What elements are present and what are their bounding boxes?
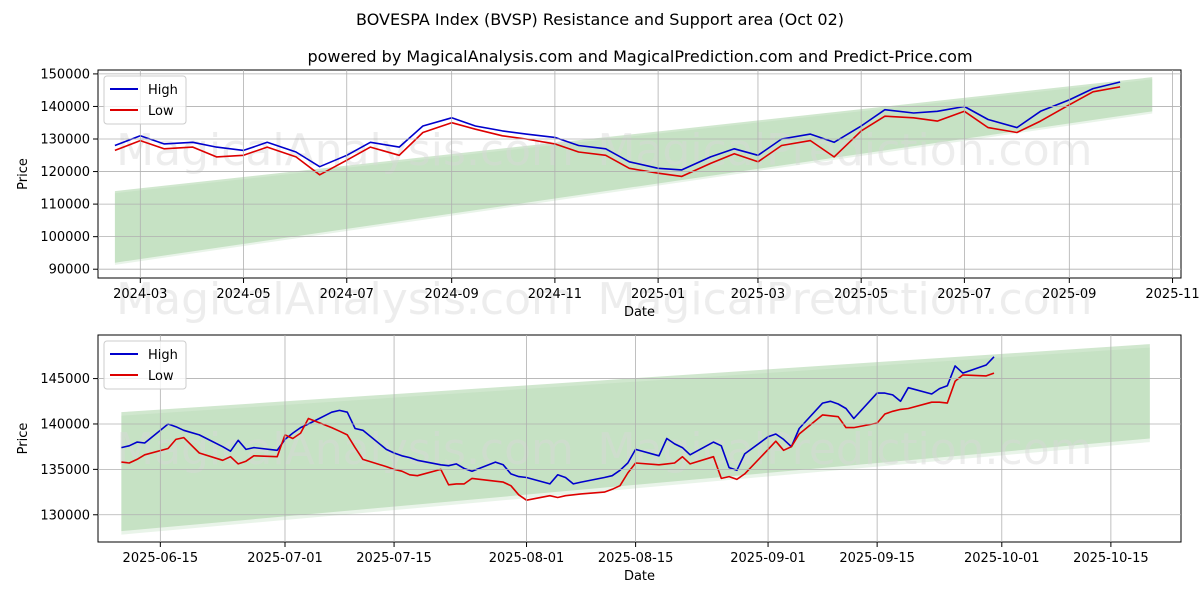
- price-lines-group: [121, 356, 995, 501]
- watermark-right: MagicalPrediction.com: [598, 125, 1093, 176]
- watermark-right: MagicalPrediction.com: [598, 424, 1093, 475]
- x-tick-label: 2025-09: [1042, 287, 1096, 302]
- x-tick-label: 2024-03: [113, 287, 167, 302]
- series-line-low: [121, 372, 995, 501]
- watermark-right-lower: MagicalPrediction.com: [598, 274, 1093, 325]
- y-tick-label: 145000: [40, 372, 90, 387]
- y-tick-label: 100000: [40, 230, 90, 245]
- x-tick-label: 2025-07: [937, 287, 991, 302]
- watermark-left: MagicalAnalysis.com: [116, 125, 574, 176]
- x-tick-label: 2025-05: [834, 287, 888, 302]
- legend: High Low: [103, 340, 187, 390]
- watermark-left-lower: MagicalAnalysis.com: [116, 274, 574, 325]
- chart-title: BOVESPA Index (BVSP) Resistance and Supp…: [356, 10, 844, 29]
- x-axis-ticks: 2025-06-15 2025-07-01 2025-07-15 2025-08-01…: [123, 335, 1149, 566]
- resistance-support-band-shadow: [114, 79, 1153, 265]
- series-line-high: [114, 81, 1121, 171]
- y-tick-label: 130000: [40, 133, 90, 148]
- x-tick-label: 2025-06-15: [123, 551, 199, 566]
- x-tick-label: 2025-01: [631, 287, 685, 302]
- x-tick-label: 2025-09-01: [730, 551, 806, 566]
- y-axis-label: Price: [16, 158, 31, 190]
- lower-chart-panel: MagicalAnalysis.com MagicalPrediction.co…: [16, 334, 1182, 584]
- price-lines-group: [114, 81, 1121, 178]
- legend-low-label: Low: [148, 104, 174, 119]
- x-tick-label: 2025-07-15: [356, 551, 432, 566]
- plot-frame: [97, 69, 1182, 279]
- y-tick-label: 140000: [40, 417, 90, 432]
- y-tick-label: 135000: [40, 463, 90, 478]
- y-tick-label: 130000: [40, 508, 90, 523]
- x-axis-label: Date: [624, 305, 655, 320]
- y-axis-ticks: 130000 135000 140000 145000: [40, 372, 1181, 523]
- resistance-support-band: [114, 77, 1153, 263]
- y-axis-ticks: 90000 100000 110000 120000 130000 140000 15000…: [40, 67, 1181, 278]
- chart-subtitle: powered by MagicalAnalysis.com and Magic…: [307, 47, 972, 66]
- x-axis-label: Date: [624, 569, 655, 584]
- series-line-low: [114, 86, 1121, 178]
- legend-low-label: Low: [148, 369, 174, 384]
- x-tick-label: 2024-09: [425, 287, 479, 302]
- x-tick-label: 2025-08-01: [489, 551, 565, 566]
- x-tick-label: 2024-11: [528, 287, 582, 302]
- x-tick-label: 2025-09-15: [839, 551, 915, 566]
- x-tick-label: 2025-08-15: [598, 551, 674, 566]
- y-tick-label: 110000: [40, 198, 90, 213]
- x-axis-ticks: 2024-03 2024-05 2024-07 2024-09 2024-11 2025-…: [113, 70, 1200, 302]
- y-axis-label: Price: [16, 423, 31, 455]
- x-tick-label: 2025-10-01: [964, 551, 1040, 566]
- x-tick-label: 2025-03: [731, 287, 785, 302]
- y-tick-label: 90000: [49, 263, 90, 278]
- x-tick-label: 2024-07: [320, 287, 374, 302]
- x-tick-label: 2025-07-01: [247, 551, 323, 566]
- watermark-group: MagicalAnalysis.com MagicalPrediction.co…: [116, 424, 1092, 475]
- series-line-high: [121, 356, 995, 485]
- x-tick-label: 2024-05: [216, 287, 270, 302]
- y-tick-label: 120000: [40, 165, 90, 180]
- legend-high-label: High: [148, 83, 178, 98]
- legend: High Low: [103, 75, 187, 125]
- plot-frame: [97, 334, 1182, 543]
- y-tick-label: 140000: [40, 100, 90, 115]
- legend-high-label: High: [148, 348, 178, 363]
- watermark-group: MagicalAnalysis.com MagicalPrediction.co…: [116, 125, 1092, 325]
- y-tick-label: 150000: [40, 67, 90, 82]
- x-tick-label: 2025-11: [1145, 287, 1199, 302]
- upper-chart-panel: MagicalAnalysis.com MagicalPrediction.co…: [16, 67, 1200, 325]
- support-resistance-band-group: [114, 77, 1153, 265]
- x-tick-label: 2025-10-15: [1073, 551, 1149, 566]
